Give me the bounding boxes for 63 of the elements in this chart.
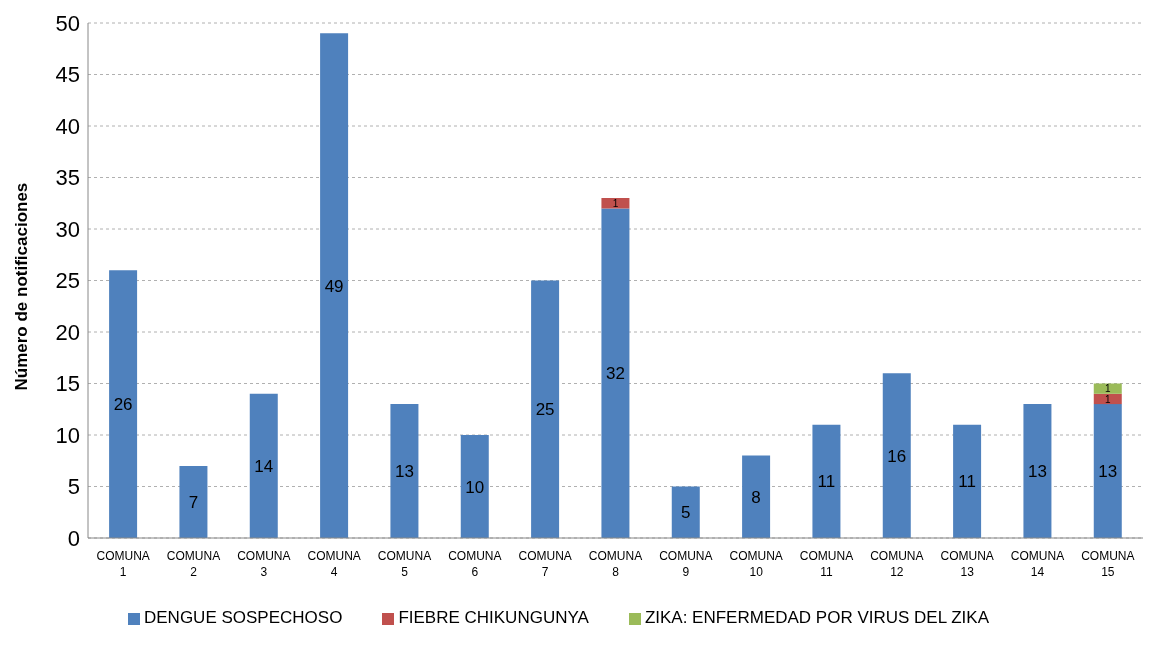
- data-label: 11: [817, 472, 836, 492]
- x-tick-label: COMUNA 15: [1081, 549, 1135, 579]
- x-tick-label: COMUNA 12: [870, 549, 924, 579]
- legend-label: FIEBRE CHIKUNGUNYA: [398, 608, 589, 627]
- x-tick-label: COMUNA 6: [448, 549, 502, 579]
- bar: [742, 455, 771, 538]
- data-label: 11: [958, 472, 976, 492]
- x-tick-label: COMUNA 7: [518, 549, 572, 579]
- bar: [390, 404, 419, 538]
- x-tick-label: COMUNA 4: [307, 549, 361, 579]
- data-label: 13: [394, 462, 414, 482]
- y-tick-label: 35: [55, 165, 80, 191]
- data-label: 49: [324, 276, 344, 296]
- y-tick-label: 20: [55, 319, 80, 345]
- bar: [109, 270, 138, 538]
- bar: [1093, 404, 1122, 538]
- data-label: 1: [1104, 383, 1111, 395]
- data-label: 8: [751, 487, 761, 507]
- y-axis-title: Número de notificaciones: [12, 182, 32, 391]
- y-tick-label: 10: [55, 422, 80, 448]
- bar: [320, 33, 349, 538]
- data-label: 7: [188, 492, 199, 512]
- y-tick-label: 40: [55, 113, 80, 139]
- x-tick-label: COMUNA 9: [659, 549, 713, 579]
- x-tick-label: COMUNA 11: [799, 549, 854, 579]
- data-label: 25: [535, 400, 555, 420]
- bar: [953, 424, 982, 538]
- x-tick-label: COMUNA 10: [729, 549, 783, 579]
- data-label: 14: [254, 456, 274, 476]
- data-label: 5: [681, 503, 691, 523]
- data-label: 13: [1098, 462, 1118, 482]
- bar: [179, 465, 208, 538]
- x-tick-label: COMUNA 13: [940, 549, 994, 579]
- data-label: 16: [887, 446, 907, 466]
- y-tick-label: 5: [67, 474, 80, 500]
- bar: [671, 486, 700, 538]
- y-tick-label: 0: [67, 525, 80, 551]
- x-tick-label: COMUNA 2: [166, 549, 221, 579]
- data-label: 1: [1104, 393, 1111, 405]
- y-tick-label: 45: [55, 62, 80, 88]
- y-tick-label: 50: [55, 10, 80, 36]
- x-tick-label: COMUNA 1: [96, 549, 150, 579]
- x-tick-label: COMUNA 8: [588, 549, 643, 579]
- y-tick-label: 15: [55, 371, 80, 397]
- bar: [460, 435, 489, 538]
- x-tick-label: COMUNA 14: [1010, 549, 1065, 579]
- bar: [812, 424, 841, 538]
- y-tick-label: 30: [55, 216, 80, 242]
- data-label: 10: [465, 477, 485, 497]
- bar: [531, 280, 560, 538]
- bar: [1023, 404, 1052, 538]
- data-label: 1: [612, 197, 619, 209]
- y-tick-label: 25: [55, 268, 80, 294]
- data-label: 13: [1027, 462, 1047, 482]
- x-tick-label: COMUNA 3: [237, 549, 291, 579]
- legend-label: DENGUE SOSPECHOSO: [144, 608, 343, 627]
- x-tick-label: COMUNA 5: [377, 549, 432, 579]
- bar: [601, 208, 630, 538]
- bar: [882, 373, 911, 538]
- bar: [249, 393, 278, 538]
- legend-label: ZIKA: ENFERMEDAD POR VIRUS DEL ZIKA: [644, 608, 990, 627]
- data-label: 32: [605, 364, 625, 384]
- data-label: 26: [113, 395, 133, 415]
